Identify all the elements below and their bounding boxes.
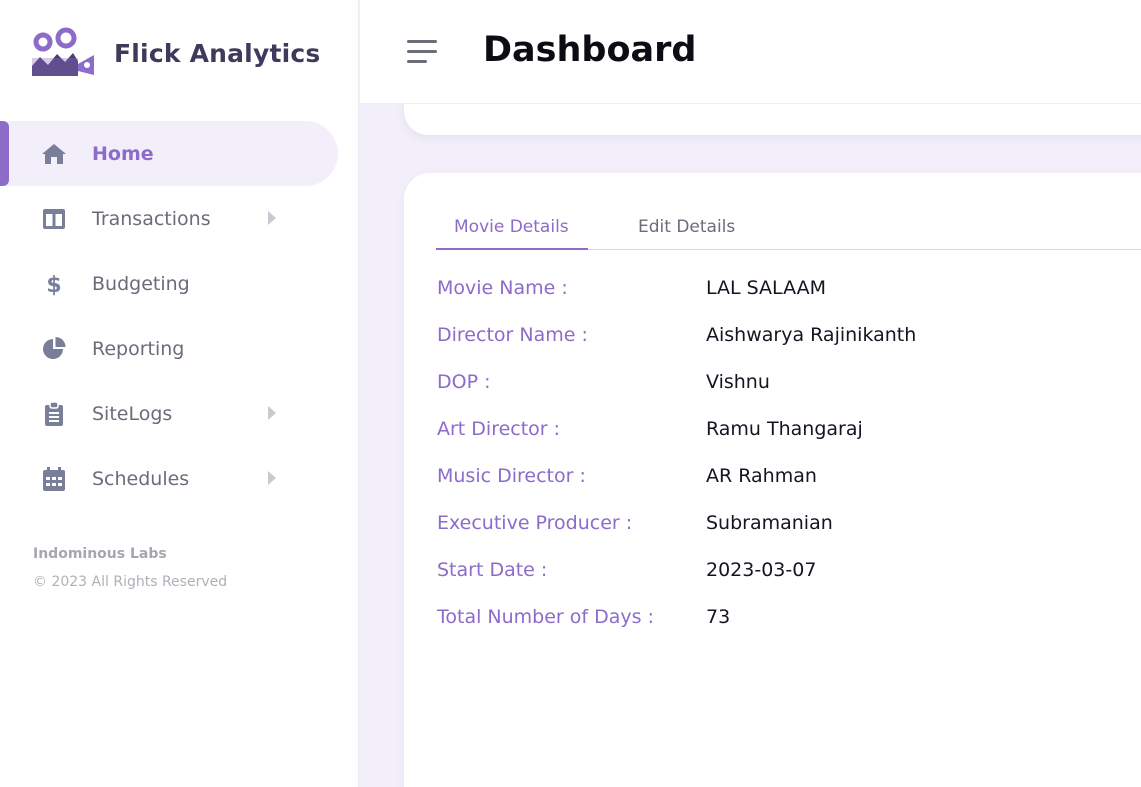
- detail-value: 73: [706, 606, 731, 628]
- detail-label: Movie Name :: [437, 277, 568, 299]
- clipboard-icon: [40, 400, 68, 428]
- pie-chart-icon: [40, 335, 68, 363]
- sidebar-item-schedules[interactable]: Schedules: [0, 446, 359, 511]
- tab-edit-details[interactable]: Edit Details: [638, 217, 736, 237]
- chevron-right-icon: [268, 211, 276, 225]
- detail-value: AR Rahman: [706, 465, 817, 487]
- sidebar-item-label: Home: [92, 142, 154, 165]
- sidebar-item-label: Transactions: [92, 207, 211, 230]
- dollar-icon: $: [40, 270, 68, 298]
- detail-label: Executive Producer :: [437, 512, 633, 534]
- detail-value: Ramu Thangaraj: [706, 418, 863, 440]
- detail-label: Art Director :: [437, 418, 561, 440]
- table-columns-icon: [40, 205, 68, 233]
- details-tabs: Movie Details Edit Details: [436, 209, 1141, 250]
- sidebar-item-reporting[interactable]: Reporting: [0, 316, 359, 381]
- detail-value: Subramanian: [706, 512, 833, 534]
- detail-value: Aishwarya Rajinikanth: [706, 324, 917, 346]
- calendar-icon: [40, 465, 68, 493]
- detail-value: Vishnu: [706, 371, 770, 393]
- svg-text:$: $: [46, 273, 61, 297]
- detail-label: Total Number of Days :: [437, 606, 654, 628]
- footer-copyright: © 2023 All Rights Reserved: [33, 574, 228, 590]
- page-title: Dashboard: [483, 30, 697, 70]
- detail-label: Director Name :: [437, 324, 588, 346]
- flick-analytics-logo-icon: [32, 27, 94, 76]
- active-tab-indicator: [436, 248, 588, 250]
- footer-company: Indominous Labs: [33, 546, 167, 562]
- brand-name: Flick Analytics: [114, 38, 321, 68]
- sidebar-item-transactions[interactable]: Transactions: [0, 186, 359, 251]
- detail-value: 2023-03-07: [706, 559, 817, 581]
- sidebar-item-sitelogs[interactable]: SiteLogs: [0, 381, 359, 446]
- brand[interactable]: Flick Analytics: [30, 26, 320, 80]
- sidebar-item-label: Schedules: [92, 467, 190, 490]
- detail-label: Start Date :: [437, 559, 548, 581]
- sidebar-item-label: Reporting: [92, 337, 185, 360]
- detail-label: Music Director :: [437, 465, 586, 487]
- hamburger-icon[interactable]: [407, 40, 439, 66]
- sidebar-item-label: SiteLogs: [92, 402, 173, 425]
- chevron-right-icon: [268, 471, 276, 485]
- sidebar: Flick Analytics Home Transactions $ Budg…: [0, 0, 359, 787]
- sidebar-item-label: Budgeting: [92, 272, 190, 295]
- tab-movie-details[interactable]: Movie Details: [454, 217, 569, 237]
- sidebar-item-budgeting[interactable]: $ Budgeting: [0, 251, 359, 316]
- detail-label: DOP :: [437, 371, 491, 393]
- chevron-right-icon: [268, 406, 276, 420]
- sidebar-item-home[interactable]: Home: [0, 121, 338, 186]
- home-icon: [40, 140, 68, 168]
- sidebar-nav: Home Transactions $ Budgeting Reporting: [0, 121, 359, 511]
- movie-details-card: Movie Details Edit Details Movie Name : …: [404, 173, 1141, 787]
- top-bar: Dashboard: [360, 0, 1141, 104]
- detail-value: LAL SALAAM: [706, 277, 826, 299]
